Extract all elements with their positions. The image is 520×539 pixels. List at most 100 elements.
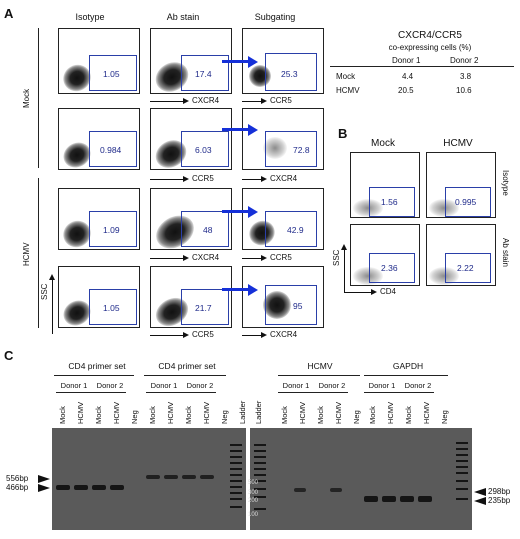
gate-value: 1.05 — [103, 69, 120, 79]
table-header-donor2: Donor 2 — [450, 56, 479, 65]
size-arrow-466 — [38, 484, 50, 492]
x-axis-arrow — [242, 258, 262, 259]
gate-value: 42.9 — [287, 225, 304, 235]
subgate-arrow — [222, 128, 252, 131]
ladder-mark: 200 — [248, 498, 259, 504]
gate — [181, 289, 229, 325]
ladder-band — [456, 466, 468, 468]
lane-label: Mock — [316, 406, 325, 424]
lane-label: Mock — [94, 406, 103, 424]
b-y-axis-label: SSC — [332, 249, 341, 266]
b-y-axis-arrow — [344, 250, 345, 292]
band — [382, 496, 396, 502]
lane-label: Ladder — [238, 400, 247, 424]
gate-value: 0.995 — [455, 197, 477, 207]
table-cell: 20.5 — [398, 86, 414, 95]
gate-value: 1.09 — [103, 225, 120, 235]
row-label-mock: Mock — [22, 88, 31, 108]
x-axis-label: CXCR4 — [270, 174, 298, 183]
cell-cloud — [263, 291, 291, 319]
band — [330, 488, 342, 492]
donor-label: Donor 1 — [282, 381, 310, 390]
b-plot-hcmv-isotype: 0.995 — [426, 152, 496, 218]
ladder-band — [254, 496, 266, 498]
lane-label: Mock — [280, 406, 289, 424]
b-row-label-isotype: Isotype — [501, 170, 510, 196]
gate-value: 25.3 — [281, 69, 298, 79]
panel-label-b: B — [338, 126, 348, 141]
table-subtitle: co-expressing cells (%) — [388, 43, 472, 52]
size-label-235: 235bp — [488, 496, 511, 505]
flow-plot-r2-ab-stain: 6.03 — [150, 108, 232, 170]
donor-label: Donor 2 — [186, 381, 214, 390]
x-axis-arrow — [150, 335, 184, 336]
group-title-gapdh: GAPDH — [392, 361, 424, 371]
panel-label-a: A — [4, 6, 14, 21]
b-plot-hcmv-ab-stain: 2.22 — [426, 224, 496, 286]
lane-label: Mock — [184, 406, 193, 424]
donor-label: Donor 2 — [404, 381, 432, 390]
y-axis-arrowhead — [49, 274, 55, 280]
subgate-arrow — [222, 288, 252, 291]
x-axis-arrow — [242, 179, 262, 180]
gel-right: 500 300 200 100 — [248, 428, 472, 530]
flow-plot-r1-isotype: 1.05 — [58, 28, 140, 94]
x-axis-arrowhead — [183, 332, 189, 338]
gate — [181, 55, 229, 91]
ladder-band — [456, 454, 468, 456]
ladder-band — [230, 450, 242, 452]
group-bracket — [364, 375, 448, 376]
b-y-axis-arrowhead — [341, 244, 347, 250]
gate — [445, 253, 491, 283]
b-plot-mock-isotype: 1.56 — [350, 152, 420, 218]
gate-value: 2.22 — [457, 263, 474, 273]
lane-label: Neg — [130, 410, 139, 424]
band — [182, 475, 196, 479]
ladder-band — [254, 444, 266, 446]
x-axis-arrowhead — [261, 176, 267, 182]
gate — [265, 285, 317, 325]
b-col-header-hcmv: HCMV — [443, 138, 473, 149]
ladder-mark: 300 — [248, 490, 259, 496]
hcmv-bracket — [38, 178, 39, 328]
gate-value: 72.8 — [293, 145, 310, 155]
flow-plot-r3-subgating: 42.9 — [242, 188, 324, 250]
lane-label: Mock — [404, 406, 413, 424]
flow-plot-r2-isotype: 0.984 — [58, 108, 140, 170]
lane-label: Mock — [148, 406, 157, 424]
x-axis-label: CCR5 — [270, 96, 292, 105]
gate — [181, 211, 229, 247]
size-arrow-298 — [474, 488, 486, 496]
lane-label: HCMV — [334, 401, 343, 424]
band — [74, 485, 88, 490]
b-row-label-ab-stain: Ab stain — [501, 238, 510, 267]
size-label-466: 466bp — [6, 483, 29, 492]
gate — [89, 131, 137, 167]
donor-bracket — [278, 392, 348, 393]
x-axis-arrowhead — [183, 176, 189, 182]
x-axis-arrowhead — [261, 98, 267, 104]
group-title-hcmv: HCMV — [307, 361, 333, 371]
x-axis-arrow — [150, 101, 184, 102]
band — [110, 485, 124, 490]
x-axis-label: CXCR4 — [192, 253, 220, 262]
donor-label: Donor 2 — [96, 381, 124, 390]
x-axis-arrowhead — [261, 332, 267, 338]
b-x-axis-label: CD4 — [380, 287, 397, 296]
x-axis-label: CCR5 — [192, 330, 214, 339]
band — [364, 496, 378, 502]
ladder-band — [456, 472, 468, 474]
table-rule — [330, 66, 514, 67]
ladder-mark: 500 — [248, 480, 259, 486]
table-row-label: Mock — [336, 72, 356, 81]
size-arrow-235 — [474, 497, 486, 505]
cell-cloud — [353, 199, 383, 217]
x-axis-label: CXCR4 — [192, 96, 220, 105]
gate — [445, 187, 491, 217]
band — [294, 488, 306, 492]
size-arrow-556 — [38, 475, 50, 483]
ladder-band — [230, 486, 242, 488]
lane-label: HCMV — [112, 401, 121, 424]
donor-bracket — [56, 392, 126, 393]
ladder-mark: 100 — [248, 512, 259, 518]
